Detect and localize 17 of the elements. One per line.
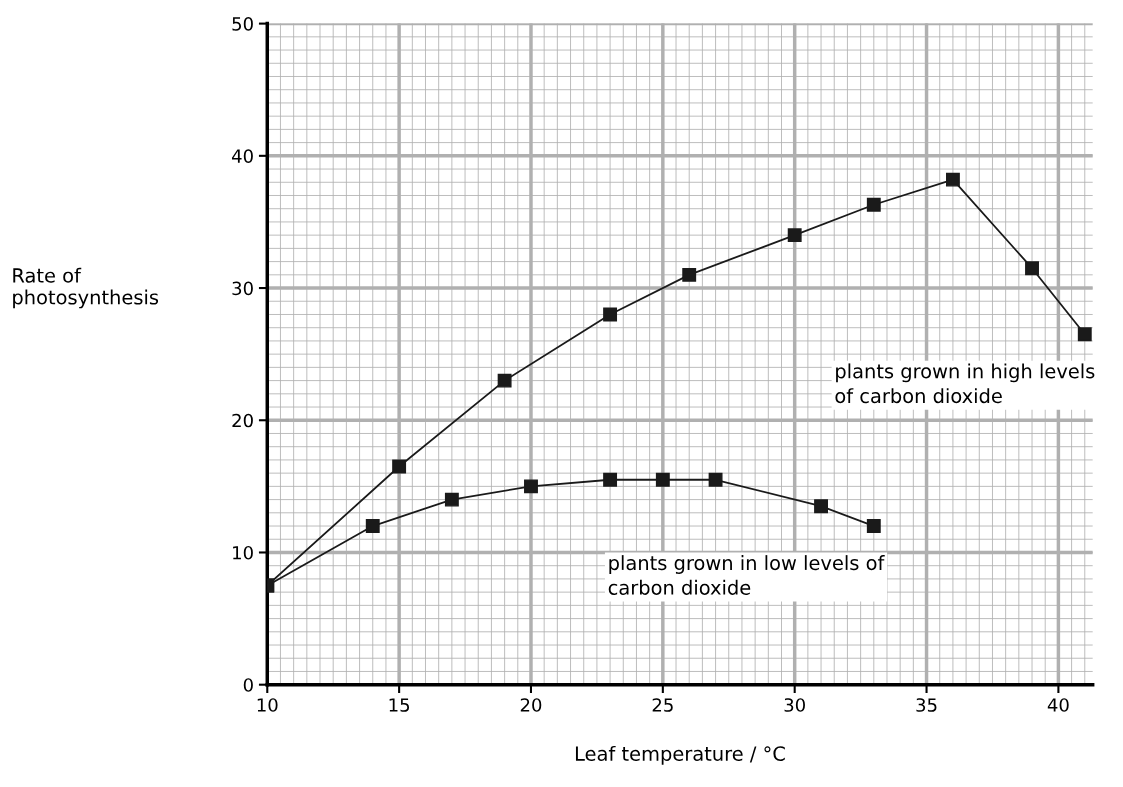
series-label: plants grown in high levels of carbon dioxide: [835, 363, 1095, 404]
x-axis-title: Leaf temperature / °C: [575, 745, 785, 765]
y-tick-label: 0: [243, 678, 253, 692]
x-tick-label: 30: [784, 698, 805, 712]
y-tick-label: 20: [232, 413, 253, 428]
x-tick-label: 15: [389, 698, 410, 712]
y-axis-title: Rate of photosynthesis: [13, 267, 159, 309]
x-tick-label: 10: [257, 698, 278, 712]
x-tick-label: 40: [1047, 698, 1069, 712]
x-tick-label: 20: [520, 698, 542, 712]
series-label: plants grown in low levels of carbon dioxide: [608, 555, 885, 595]
x-tick-label: 25: [652, 698, 673, 712]
y-tick-label: 50: [232, 17, 253, 31]
x-tick-label: 35: [916, 698, 937, 712]
y-tick-label: 40: [231, 149, 253, 163]
y-tick-label: 10: [233, 545, 253, 560]
y-tick-label: 30: [232, 281, 253, 296]
